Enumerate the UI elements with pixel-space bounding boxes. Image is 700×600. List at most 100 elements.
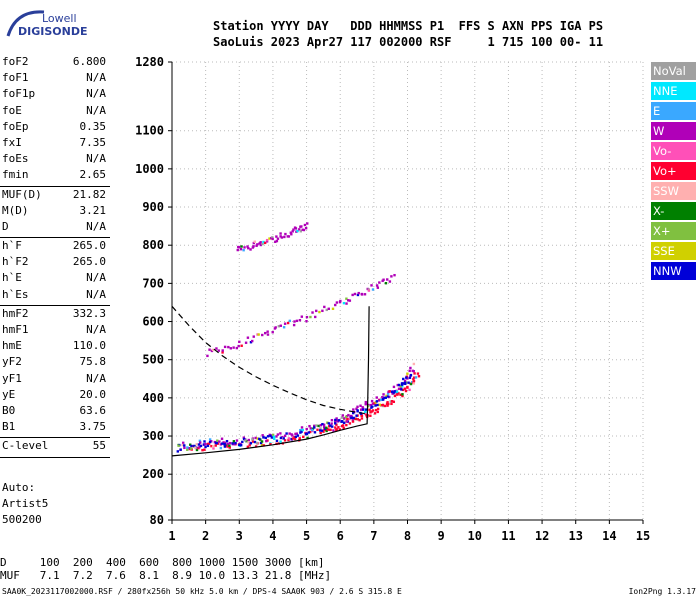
logo-line2: DIGISONDE	[18, 25, 88, 38]
data-point	[283, 322, 287, 325]
data-point	[256, 333, 259, 336]
data-point	[317, 424, 320, 428]
data-point	[345, 420, 348, 423]
data-point	[240, 245, 243, 248]
param-row: hmF1 N/A	[0, 323, 110, 339]
data-point	[271, 237, 274, 241]
data-point	[251, 440, 255, 443]
data-point	[276, 433, 280, 436]
param-value: 0.35	[79, 119, 107, 133]
data-point	[390, 390, 394, 394]
data-point	[240, 344, 243, 347]
data-point	[277, 325, 281, 328]
data-point	[304, 433, 308, 436]
data-point	[252, 245, 255, 248]
data-point	[400, 388, 403, 391]
y-tick-label: 700	[142, 276, 164, 290]
data-point	[249, 248, 252, 251]
data-point	[331, 307, 335, 311]
data-point	[382, 397, 385, 400]
data-point	[235, 346, 239, 350]
data-point	[323, 305, 326, 309]
param-value: N/A	[86, 271, 106, 285]
data-point	[294, 432, 297, 436]
param-name: B1	[2, 420, 16, 434]
param-separator	[0, 304, 110, 306]
param-name: yF2	[2, 355, 22, 369]
data-point	[374, 401, 378, 404]
data-point	[266, 435, 270, 438]
data-point	[225, 444, 228, 447]
logo-line1: Lowell	[42, 12, 77, 25]
data-point	[203, 448, 206, 451]
data-point	[363, 293, 367, 296]
data-point	[274, 240, 277, 244]
data-point	[281, 437, 285, 440]
param-name: yF1	[2, 371, 22, 385]
data-point	[247, 438, 250, 442]
param-value: 2.65	[79, 168, 107, 182]
data-point	[308, 430, 312, 434]
data-point	[210, 440, 213, 443]
param-name: foF1p	[2, 87, 36, 101]
data-point	[340, 420, 344, 423]
data-point	[402, 377, 405, 381]
data-point	[295, 230, 298, 233]
x-tick-label: 14	[602, 529, 616, 543]
data-point	[397, 383, 401, 387]
data-point	[321, 309, 324, 313]
data-point	[327, 428, 330, 431]
data-point	[328, 424, 331, 428]
data-point	[348, 422, 352, 425]
data-point	[254, 436, 257, 440]
data-point	[324, 427, 327, 430]
data-point	[409, 366, 412, 370]
y-tick-label: 1100	[135, 124, 164, 138]
data-point	[405, 376, 408, 379]
data-point	[265, 439, 268, 443]
data-point	[347, 299, 350, 302]
data-point	[295, 319, 299, 323]
param-name: MUF(D)	[2, 187, 42, 201]
data-point	[375, 396, 378, 399]
data-point	[367, 408, 370, 412]
data-point	[325, 426, 328, 429]
header-line1: Station YYYY DAY DDD HHMMSS P1 FFS S AXN…	[213, 19, 604, 33]
data-point	[288, 319, 292, 323]
distance-muf-table: D 100 200 400 600 800 1000 1500 3000 [km…	[0, 556, 331, 582]
data-point	[342, 421, 346, 425]
data-point	[236, 248, 239, 252]
data-point	[369, 403, 373, 407]
data-point	[215, 347, 218, 350]
data-point	[370, 410, 374, 413]
legend-item-w: W	[651, 122, 696, 140]
data-point	[257, 333, 260, 336]
legend-item-x-: X-	[651, 202, 696, 220]
data-point	[379, 398, 383, 402]
data-point	[382, 393, 385, 396]
data-point	[206, 354, 209, 358]
data-point	[345, 297, 348, 300]
data-point	[360, 293, 364, 296]
data-point	[370, 406, 373, 409]
parameter-panel: foF2 6.800 foF1 N/A foF1p N/A foE N/A foEp 0.35 fx…	[0, 55, 110, 459]
data-point	[237, 443, 241, 446]
data-point	[297, 439, 301, 442]
param-row: C-level 55	[0, 439, 110, 455]
data-point	[242, 248, 245, 252]
param-value: 265.0	[72, 255, 106, 269]
data-point	[232, 346, 235, 349]
param-name: h`F	[2, 239, 22, 253]
data-point	[239, 442, 242, 446]
data-point	[307, 431, 311, 434]
data-point	[208, 348, 211, 351]
data-point	[409, 374, 412, 378]
data-point	[386, 392, 390, 395]
x-tick-label: 9	[438, 529, 445, 543]
data-point	[186, 448, 189, 451]
param-row: hmE 110.0	[0, 339, 110, 355]
data-point	[189, 447, 193, 450]
data-point	[282, 437, 285, 440]
param-value: N/A	[86, 152, 106, 166]
data-point	[409, 382, 413, 386]
